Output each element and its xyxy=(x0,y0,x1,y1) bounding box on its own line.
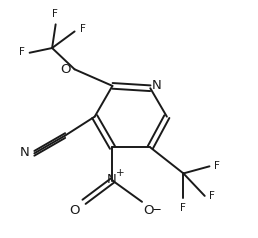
Text: F: F xyxy=(180,203,186,213)
Text: O: O xyxy=(143,204,154,217)
Text: F: F xyxy=(20,47,25,57)
Text: N: N xyxy=(19,146,29,159)
Text: +: + xyxy=(116,169,125,178)
Text: F: F xyxy=(80,24,86,34)
Text: F: F xyxy=(209,191,215,201)
Text: F: F xyxy=(52,9,58,19)
Text: O: O xyxy=(69,204,80,217)
Text: N: N xyxy=(107,173,116,186)
Text: −: − xyxy=(152,203,162,216)
Text: N: N xyxy=(151,79,161,92)
Text: O: O xyxy=(60,63,70,76)
Text: F: F xyxy=(214,161,220,171)
